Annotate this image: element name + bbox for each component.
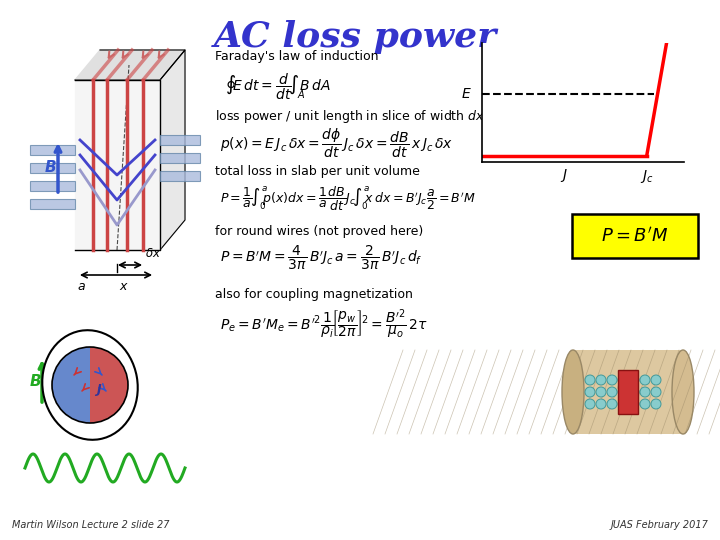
Circle shape [629, 387, 639, 397]
Circle shape [596, 387, 606, 397]
Polygon shape [160, 50, 185, 250]
Circle shape [629, 375, 639, 385]
Circle shape [651, 387, 661, 397]
Circle shape [607, 399, 617, 409]
Text: x: x [119, 280, 127, 293]
Circle shape [618, 375, 628, 385]
Circle shape [629, 399, 639, 409]
Text: for round wires (not proved here): for round wires (not proved here) [215, 225, 423, 238]
FancyBboxPatch shape [30, 163, 75, 173]
FancyBboxPatch shape [160, 153, 200, 163]
Text: total loss in slab per unit volume: total loss in slab per unit volume [215, 165, 420, 178]
Circle shape [585, 375, 595, 385]
Circle shape [640, 387, 650, 397]
Circle shape [618, 399, 628, 409]
Text: J: J [96, 383, 100, 396]
Text: $\oint\!E\,dt = \dfrac{d}{dt}\!\int_{\!A}\!\!B\,dA$: $\oint\!E\,dt = \dfrac{d}{dt}\!\int_{\!A… [225, 72, 330, 103]
Text: also for coupling magnetization: also for coupling magnetization [215, 288, 413, 301]
Circle shape [596, 375, 606, 385]
Text: J: J [562, 168, 567, 182]
Text: $P = \dfrac{1}{a}\!\int_0^a\!\!p(x)dx = \dfrac{1}{a}\dfrac{dB}{dt}J_c\!\int_0^a\: $P = \dfrac{1}{a}\!\int_0^a\!\!p(x)dx = … [220, 184, 476, 213]
FancyBboxPatch shape [572, 214, 698, 258]
FancyBboxPatch shape [618, 370, 638, 414]
Text: loss power / unit length in slice of width $dx$: loss power / unit length in slice of wid… [215, 108, 485, 125]
FancyBboxPatch shape [30, 181, 75, 191]
FancyBboxPatch shape [30, 145, 75, 155]
Circle shape [585, 387, 595, 397]
Text: $P_e = B^{\prime}M_e = B^{\prime 2}\dfrac{1}{\rho_i}\!\left[\dfrac{p_w}{2\pi}\ri: $P_e = B^{\prime}M_e = B^{\prime 2}\dfra… [220, 307, 428, 341]
Circle shape [585, 399, 595, 409]
Circle shape [607, 375, 617, 385]
Text: B: B [30, 375, 41, 389]
Ellipse shape [562, 350, 584, 434]
Circle shape [618, 387, 628, 397]
Wedge shape [90, 347, 128, 423]
FancyBboxPatch shape [160, 171, 200, 181]
Text: $P = B^{\prime}M$: $P = B^{\prime}M$ [601, 226, 669, 246]
Polygon shape [75, 50, 185, 80]
Text: Faraday's law of induction: Faraday's law of induction [215, 50, 379, 63]
FancyBboxPatch shape [160, 135, 200, 145]
Circle shape [607, 387, 617, 397]
Ellipse shape [42, 330, 138, 440]
Text: E: E [462, 87, 470, 101]
Circle shape [651, 375, 661, 385]
Circle shape [596, 399, 606, 409]
Text: $p(x) = E\,J_c\,\delta x = \dfrac{d\phi}{dt}\,J_c\,\delta x = \dfrac{dB}{dt}\,x\: $p(x) = E\,J_c\,\delta x = \dfrac{d\phi}… [220, 127, 453, 160]
Ellipse shape [672, 350, 694, 434]
Text: Martin Wilson Lecture 2 slide 27: Martin Wilson Lecture 2 slide 27 [12, 520, 169, 530]
Circle shape [640, 399, 650, 409]
Polygon shape [75, 80, 160, 250]
Circle shape [640, 375, 650, 385]
FancyBboxPatch shape [573, 350, 683, 434]
Text: B: B [44, 160, 56, 176]
Text: $\delta x$: $\delta x$ [145, 247, 161, 260]
Text: AC loss power: AC loss power [213, 20, 497, 54]
Text: $P = B^{\prime}M = \dfrac{4}{3\pi}\,B^{\prime}J_c\,a = \dfrac{2}{3\pi}\,B^{\prim: $P = B^{\prime}M = \dfrac{4}{3\pi}\,B^{\… [220, 244, 423, 272]
Circle shape [651, 399, 661, 409]
Text: a: a [77, 280, 85, 293]
Wedge shape [52, 347, 90, 423]
Text: $J_c$: $J_c$ [640, 168, 654, 185]
Text: JUAS February 2017: JUAS February 2017 [610, 520, 708, 530]
FancyBboxPatch shape [30, 199, 75, 209]
